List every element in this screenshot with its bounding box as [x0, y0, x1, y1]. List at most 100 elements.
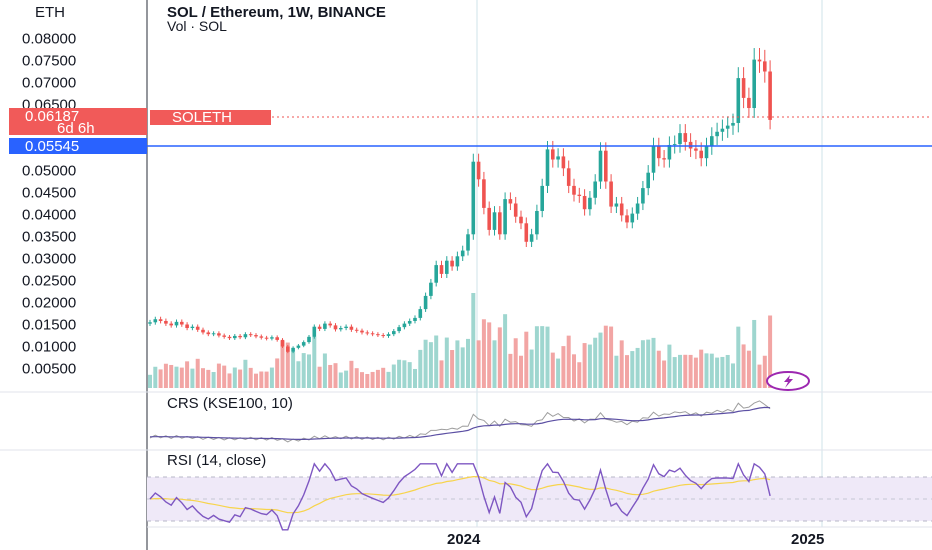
volume-bar	[715, 357, 720, 388]
volume-bars	[148, 293, 773, 388]
volume-legend[interactable]: Vol · SOL	[167, 18, 227, 34]
volume-bar	[439, 360, 444, 388]
volume-bar	[413, 368, 417, 388]
candle-body	[482, 179, 486, 208]
price-tick-label: 0.07000	[22, 75, 76, 92]
volume-bar	[354, 368, 359, 388]
symbol-title[interactable]: SOL / Ethereum, 1W, BINANCE	[167, 4, 386, 21]
candle-body	[222, 335, 226, 337]
candle-body	[741, 78, 746, 98]
candle-body	[349, 326, 354, 330]
volume-bar	[407, 362, 412, 388]
candle-body	[365, 332, 370, 334]
candle-body	[667, 144, 672, 160]
candle-body	[566, 168, 571, 186]
candle-body	[694, 148, 698, 151]
chart-background	[147, 0, 932, 550]
candle-body	[545, 149, 550, 186]
candle-body	[397, 327, 401, 332]
volume-bar	[460, 347, 465, 388]
volume-bar	[762, 355, 767, 388]
candle-body	[280, 339, 285, 347]
candle-body	[662, 158, 666, 160]
volume-bar	[222, 365, 227, 388]
candle-body	[503, 199, 507, 235]
candle-body	[535, 210, 539, 235]
volume-bar	[322, 353, 327, 388]
volume-bar	[148, 374, 152, 388]
volume-bar	[619, 340, 624, 388]
price-tick-label: 0.05000	[22, 163, 76, 180]
candle-body	[471, 161, 476, 235]
candle-body	[423, 295, 428, 310]
candle-body	[476, 161, 481, 180]
rsi-label[interactable]: RSI (14, close)	[167, 452, 266, 469]
volume-bar	[704, 353, 709, 388]
volume-bar	[312, 336, 317, 388]
volume-bar	[232, 367, 237, 388]
candle-body	[233, 335, 237, 339]
candle-body	[360, 330, 364, 333]
volume-bar	[471, 293, 476, 388]
candle-body	[625, 215, 629, 223]
volume-bar	[391, 364, 396, 388]
price-tick-label: 0.01500	[22, 317, 76, 334]
candle-body	[572, 185, 576, 195]
candle-body	[577, 194, 582, 197]
candle-body	[259, 336, 264, 338]
volume-bar	[344, 370, 349, 388]
candle-body	[429, 282, 433, 296]
ticker-label: SOLETH	[172, 109, 232, 126]
volume-bar	[360, 372, 364, 388]
volume-bar	[736, 326, 741, 388]
bolt-icon[interactable]	[766, 371, 810, 391]
candle-body	[561, 156, 566, 169]
volume-bar	[423, 339, 428, 388]
price-axis[interactable]: 0.080000.075000.070000.065000.050000.045…	[22, 31, 76, 378]
volume-bar	[625, 355, 629, 388]
volume-bar	[301, 353, 306, 388]
volume-bar	[158, 369, 163, 388]
volume-bar	[598, 332, 603, 388]
candle-body	[513, 203, 518, 217]
candle-body	[317, 326, 322, 329]
candle-body	[551, 149, 555, 160]
candle-body	[386, 334, 391, 336]
price-tick-label: 0.08000	[22, 31, 76, 48]
volume-bar	[646, 339, 651, 388]
candle-body	[296, 345, 301, 348]
volume-bar	[291, 351, 296, 388]
candle-body	[604, 150, 608, 182]
volume-bar	[519, 355, 523, 388]
volume-bar	[201, 368, 205, 388]
volume-bar	[683, 354, 688, 388]
candle-body	[763, 61, 767, 72]
volume-bar	[450, 350, 455, 388]
volume-bar	[428, 342, 433, 388]
volume-bar	[656, 350, 661, 388]
candle-body	[344, 326, 348, 329]
price-tick-label: 0.03500	[22, 229, 76, 246]
volume-bar	[476, 340, 481, 388]
candle-body	[201, 329, 205, 333]
volume-bar	[349, 360, 354, 388]
crs-label[interactable]: CRS (KSE100, 10)	[167, 395, 293, 412]
volume-bar	[227, 373, 232, 388]
price-tick-label: 0.01000	[22, 339, 76, 356]
volume-bar	[216, 363, 221, 388]
candle-body	[169, 323, 173, 326]
candle-body	[710, 136, 714, 147]
volume-bar	[699, 349, 704, 388]
volume-bar	[185, 361, 190, 388]
price-tick-label: 0.04000	[22, 207, 76, 224]
volume-bar	[672, 357, 677, 388]
candle-body	[529, 234, 534, 242]
candle-body	[646, 172, 650, 189]
candle-body	[460, 250, 465, 257]
volume-bar	[317, 366, 322, 388]
volume-bar	[662, 360, 667, 388]
volume-bar	[418, 349, 423, 388]
hline-price-tag	[9, 138, 147, 154]
volume-bar	[264, 371, 269, 388]
